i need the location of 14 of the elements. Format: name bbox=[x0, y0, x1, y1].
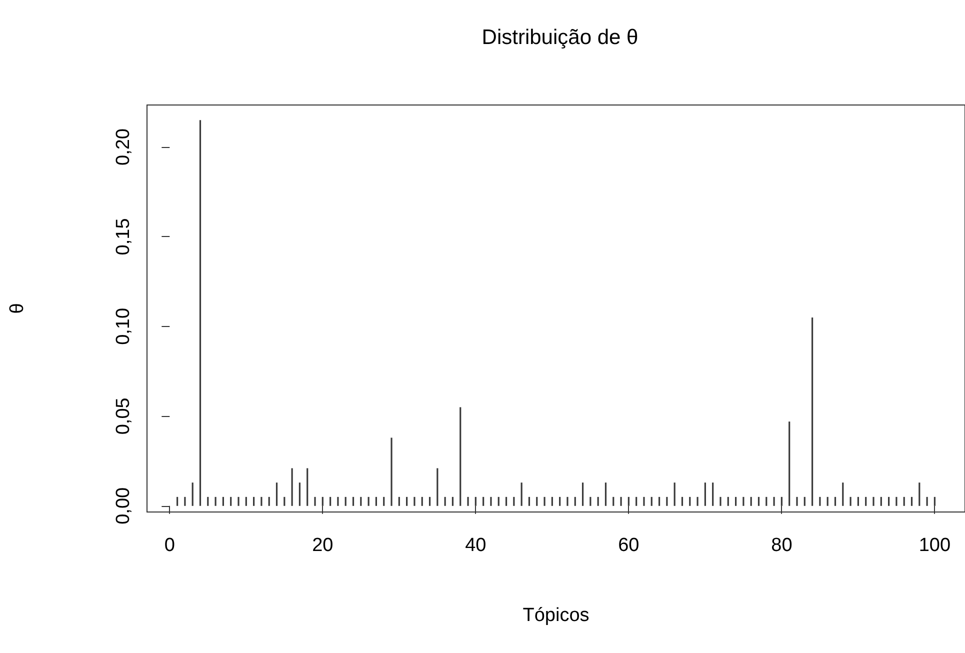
x-axis-title: Tópicos bbox=[522, 605, 590, 626]
x-tick-label: 0 bbox=[164, 535, 175, 556]
x-tick-label: 60 bbox=[618, 535, 640, 556]
y-tick-label: 0,05 bbox=[113, 398, 134, 435]
x-tick-label: 40 bbox=[465, 535, 486, 556]
y-axis-title: θ bbox=[7, 303, 28, 314]
y-tick-label: 0,10 bbox=[113, 308, 134, 345]
y-tick-label: 0,15 bbox=[113, 218, 134, 256]
y-tick-label: 0,00 bbox=[113, 487, 134, 524]
y-tick-label: 0,20 bbox=[113, 128, 134, 166]
x-tick-label: 80 bbox=[771, 535, 792, 556]
chart-title: Distribuição de θ bbox=[482, 26, 638, 49]
x-tick-label: 20 bbox=[312, 535, 334, 556]
x-tick-label: 100 bbox=[918, 535, 951, 556]
